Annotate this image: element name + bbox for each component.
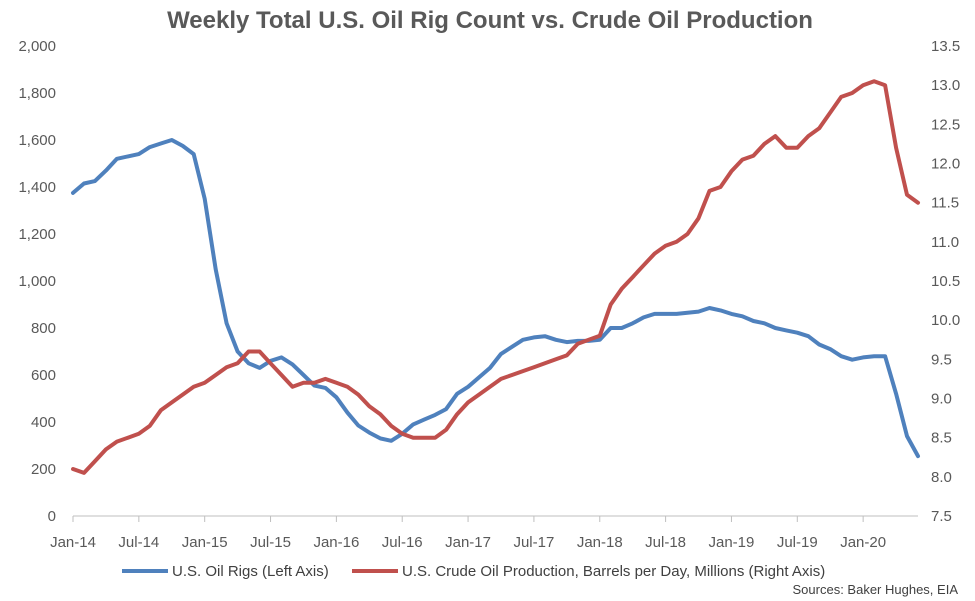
x-tick-label: Jul-14 xyxy=(118,534,159,551)
y-right-tick-label: 10.5 xyxy=(931,273,960,290)
y-left-tick-label: 0 xyxy=(48,508,56,525)
x-tick-label: Jan-15 xyxy=(182,534,228,551)
x-tick-label: Jul-19 xyxy=(777,534,818,551)
legend-label: U.S. Oil Rigs (Left Axis) xyxy=(172,563,329,580)
legend: U.S. Oil Rigs (Left Axis) U.S. Crude Oil … xyxy=(122,563,825,580)
x-tick-label: Jan-14 xyxy=(50,534,96,551)
y-left-tick-label: 1,400 xyxy=(18,179,56,196)
y-right-tick-label: 9.5 xyxy=(931,351,952,368)
y-right-tick-label: 13.0 xyxy=(931,77,960,94)
y-left-tick-label: 600 xyxy=(31,367,56,384)
y-left-tick-label: 200 xyxy=(31,461,56,478)
x-tick-label: Jan-20 xyxy=(840,534,886,551)
y-left-tick-label: 2,000 xyxy=(18,38,56,55)
y-right-tick-label: 12.5 xyxy=(931,116,960,133)
x-tick-label: Jul-17 xyxy=(513,534,554,551)
y-left-tick-label: 800 xyxy=(31,320,56,337)
series-line-crude-production xyxy=(71,79,920,475)
y-right-tick-label: 9.0 xyxy=(931,391,952,408)
x-tick-label: Jul-15 xyxy=(250,534,291,551)
x-tick-label: Jul-18 xyxy=(645,534,686,551)
y-right-tick-label: 7.5 xyxy=(931,508,952,525)
y-right-tick-label: 13.5 xyxy=(931,38,960,55)
y-left-tick-label: 1,800 xyxy=(18,85,56,102)
series-lines xyxy=(71,79,920,475)
series-line-oil-rigs xyxy=(71,138,920,459)
x-tick-label: Jan-19 xyxy=(709,534,755,551)
x-tick-label: Jan-16 xyxy=(313,534,359,551)
legend-label: U.S. Crude Oil Production, Barrels per D… xyxy=(402,563,825,580)
y-right-tick-label: 11.0 xyxy=(931,234,959,251)
y-right-tick-label: 12.0 xyxy=(931,156,960,173)
y-left-tick-label: 1,600 xyxy=(18,132,56,149)
y-left-tick-label: 1,200 xyxy=(18,226,56,243)
y-right-tick-label: 8.0 xyxy=(931,469,952,486)
y-right-tick-label: 11.5 xyxy=(931,195,959,212)
y-right-tick-label: 8.5 xyxy=(931,430,952,447)
y-left-tick-label: 1,000 xyxy=(18,273,56,290)
source-note: Sources: Baker Hughes, EIA xyxy=(793,582,959,597)
x-tick-label: Jan-17 xyxy=(445,534,491,551)
x-tick-label: Jul-16 xyxy=(382,534,423,551)
axes: Jan-14 Jul-14 Jan-15 Jul-15 Jan-16 Jul-16 Jan-… xyxy=(18,38,960,551)
chart-title: Weekly Total U.S. Oil Rig Count vs. Crud… xyxy=(167,7,813,34)
y-right-tick-label: 10.0 xyxy=(931,312,960,329)
y-left-tick-label: 400 xyxy=(31,414,56,431)
x-tick-label: Jan-18 xyxy=(577,534,623,551)
